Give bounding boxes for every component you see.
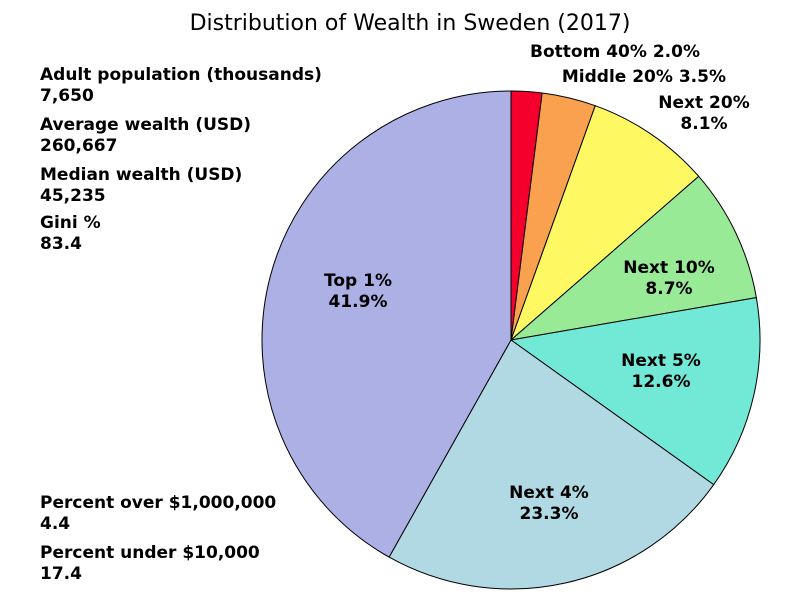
stat-adult-population-value: 7,650 <box>40 86 94 106</box>
stat-gini-label: Gini % <box>40 213 101 233</box>
stat-median-wealth-value: 45,235 <box>40 186 106 206</box>
stats-panel-top: Adult population (thousands) 7,650 Avera… <box>40 65 322 254</box>
chart-title: Distribution of Wealth in Sweden (2017) <box>190 11 631 36</box>
slice-label-next-20: Next 20% <box>658 93 749 113</box>
stat-average-wealth-label: Average wealth (USD) <box>40 115 251 135</box>
slice-label-top-1: Top 1% <box>324 271 392 291</box>
slice-value-next-4: 23.3% <box>520 504 579 524</box>
slice-value-next-5: 12.6% <box>632 372 691 392</box>
pie-slice-next-10 <box>509 175 757 341</box>
slice-label-middle-20: Middle 20% 3.5% <box>562 67 726 87</box>
slice-label-next-4: Next 4% <box>509 483 589 503</box>
stat-over-million-label: Percent over $1,000,000 <box>40 493 276 513</box>
slice-value-next-10: 8.7% <box>645 279 692 299</box>
slice-label-next-10: Next 10% <box>623 258 714 278</box>
slice-value-top-1: 41.9% <box>329 292 388 312</box>
pie-slice-top-1 <box>261 90 512 558</box>
slice-value-next-20: 8.1% <box>680 114 727 134</box>
slice-label-next-5: Next 5% <box>621 351 701 371</box>
pie-slices <box>261 90 761 590</box>
stat-under-10k-label: Percent under $10,000 <box>40 543 260 563</box>
pie-slice-next-4 <box>388 339 715 590</box>
stat-median-wealth-label: Median wealth (USD) <box>40 165 242 185</box>
stat-under-10k-value: 17.4 <box>40 564 82 584</box>
pie-slice-next-20 <box>509 105 700 342</box>
pie-slice-next-5 <box>509 297 761 486</box>
stat-average-wealth-value: 260,667 <box>40 136 117 156</box>
stat-over-million-value: 4.4 <box>40 514 70 534</box>
stats-panel-bottom: Percent over $1,000,000 4.4 Percent unde… <box>40 493 276 584</box>
slice-label-bottom-40: Bottom 40% 2.0% <box>530 42 700 62</box>
stat-gini-value: 83.4 <box>40 234 82 254</box>
pie-slice-labels: Bottom 40% 2.0%Middle 20% 3.5%Next 20%8.… <box>324 42 750 524</box>
stat-adult-population-label: Adult population (thousands) <box>40 65 322 85</box>
